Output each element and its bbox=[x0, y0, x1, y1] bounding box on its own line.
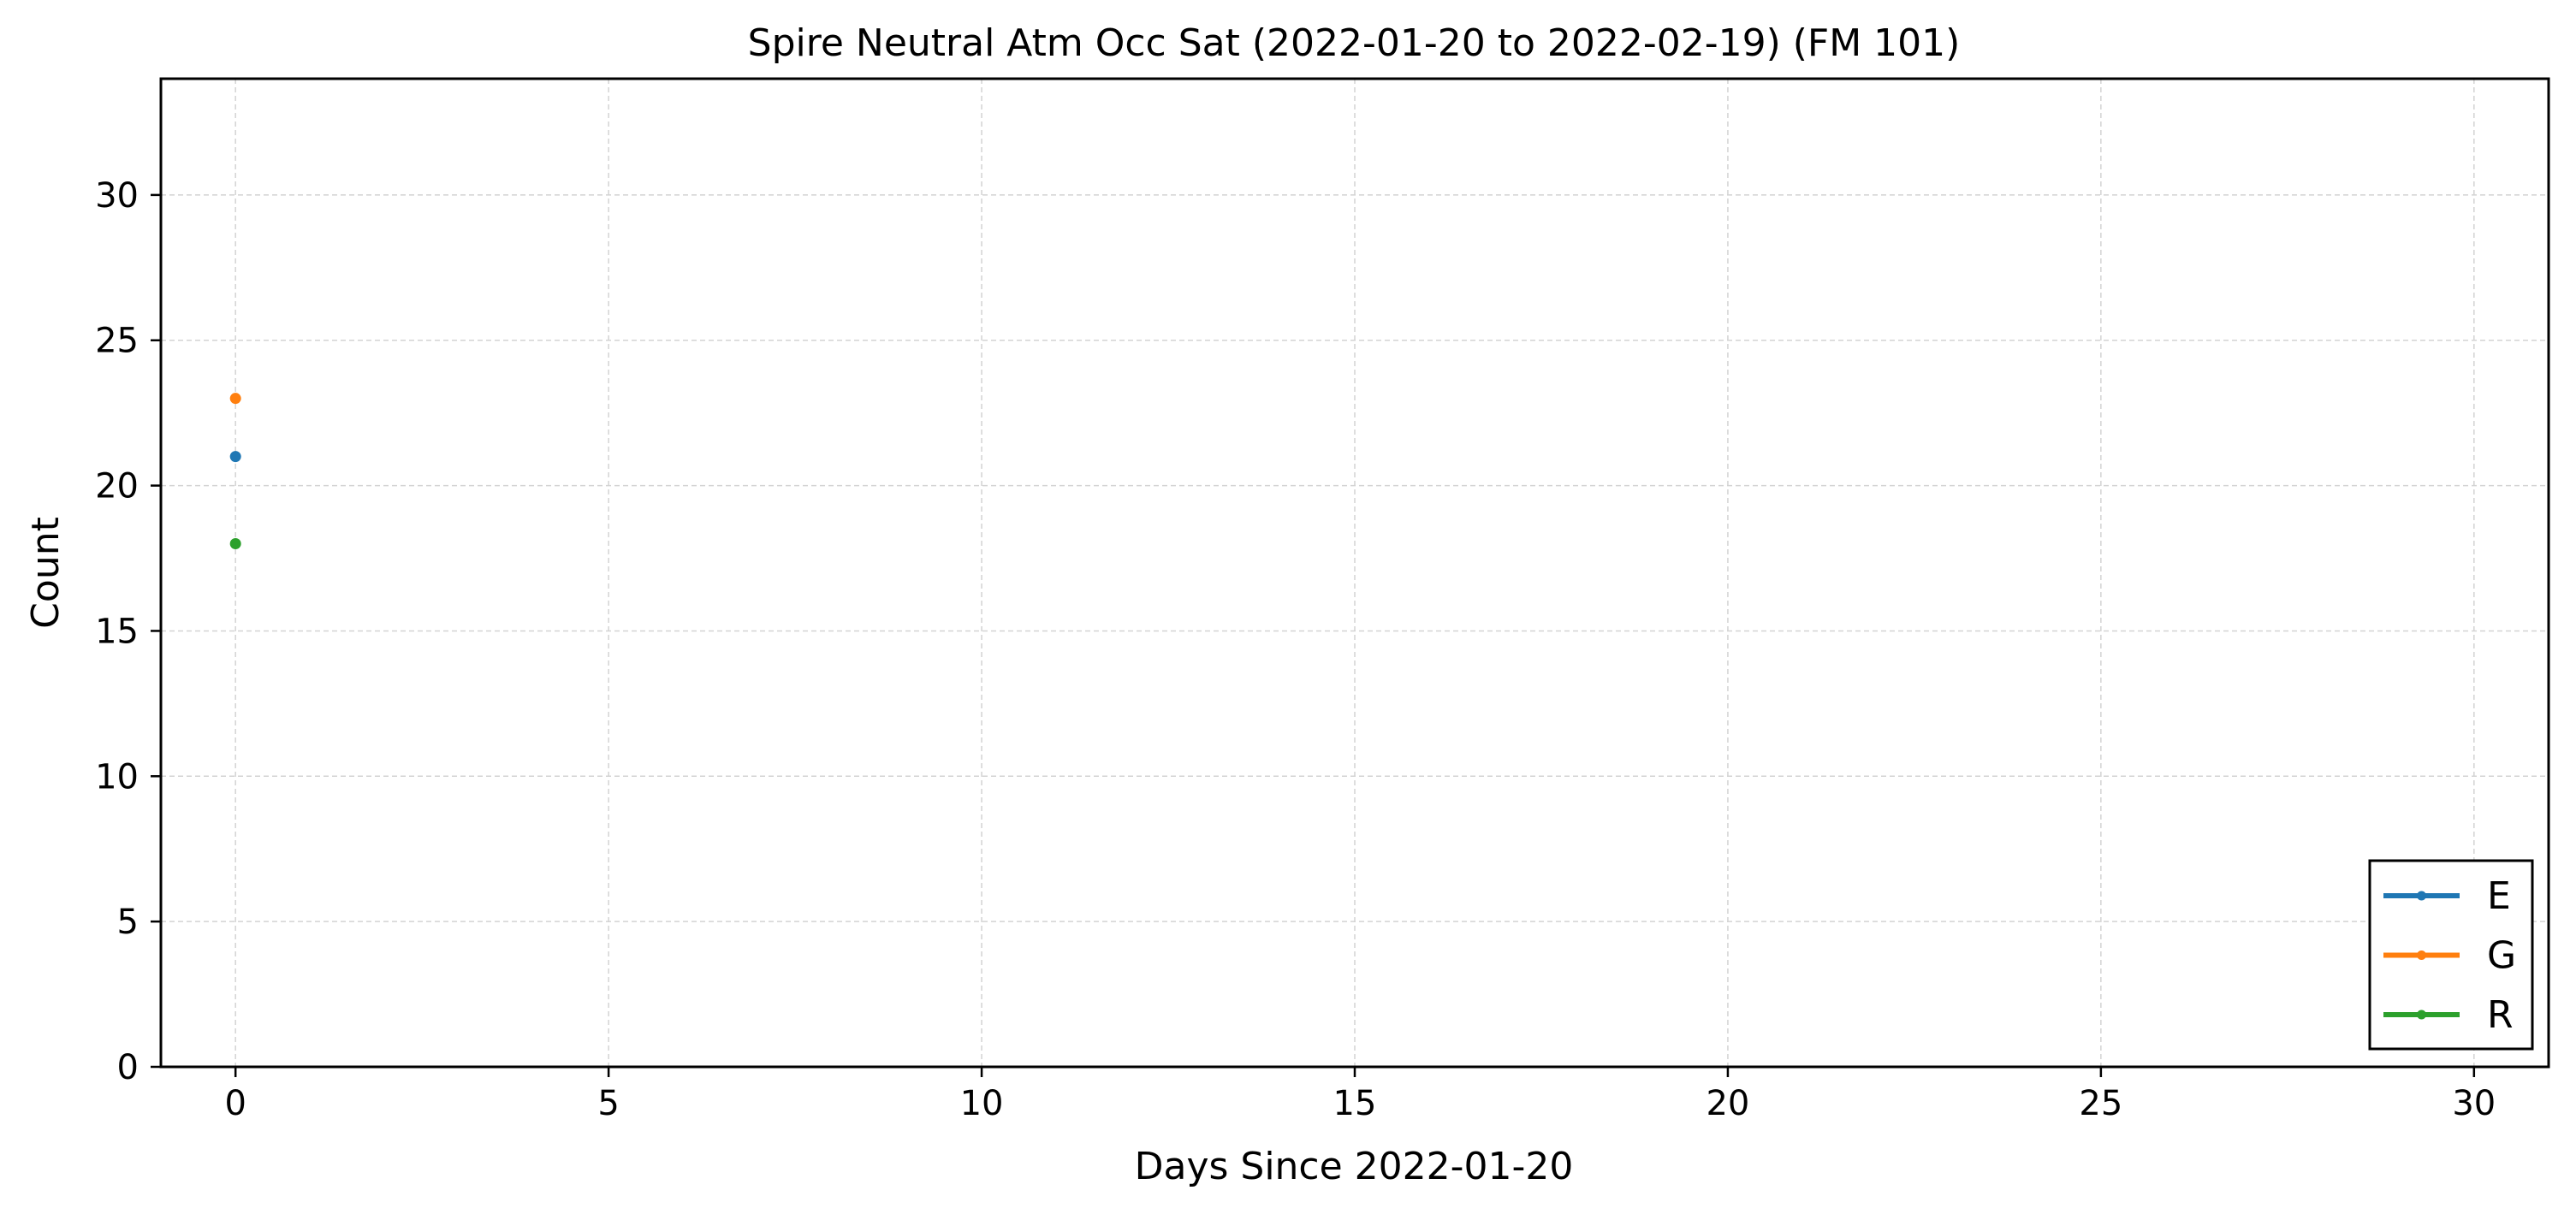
legend-item-e: E bbox=[2383, 874, 2511, 918]
x-tick-label: 30 bbox=[2452, 1084, 2496, 1123]
series-g bbox=[229, 393, 241, 405]
legend-item-r: R bbox=[2383, 993, 2514, 1037]
legend-label-r: R bbox=[2487, 993, 2514, 1037]
y-tick-label: 20 bbox=[95, 467, 139, 506]
data-point-g bbox=[229, 393, 241, 405]
y-tick-label: 0 bbox=[117, 1048, 139, 1087]
legend-label-g: G bbox=[2487, 934, 2516, 978]
data-point-r bbox=[229, 538, 241, 550]
legend: EGR bbox=[2368, 859, 2534, 1051]
y-axis-label: Count bbox=[24, 517, 68, 629]
chart-title: Spire Neutral Atm Occ Sat (2022-01-20 to… bbox=[748, 21, 1961, 65]
y-tick-label: 5 bbox=[117, 903, 139, 942]
series-e bbox=[229, 451, 241, 463]
y-tick-label: 25 bbox=[95, 322, 139, 361]
x-tick-label: 0 bbox=[224, 1084, 246, 1123]
y-tick-label: 15 bbox=[95, 612, 139, 651]
x-axis-label: Days Since 2022-01-20 bbox=[1135, 1145, 1574, 1188]
series-layer bbox=[229, 393, 241, 550]
y-tick-label: 10 bbox=[95, 757, 139, 797]
x-tick-label: 10 bbox=[960, 1084, 1004, 1123]
legend-marker-r bbox=[2417, 1010, 2426, 1020]
series-r bbox=[229, 538, 241, 550]
legend-marker-e bbox=[2417, 891, 2426, 901]
x-tick-label: 25 bbox=[2079, 1084, 2122, 1123]
y-tick-label: 30 bbox=[95, 176, 139, 216]
legend-label-e: E bbox=[2487, 874, 2511, 918]
legend-marker-g bbox=[2417, 950, 2426, 960]
ticks: 0 5 10 15 20 25 30 0 5 10 15 20 25 30 bbox=[95, 176, 2496, 1123]
x-tick-label: 20 bbox=[1706, 1084, 1749, 1123]
x-tick-label: 5 bbox=[597, 1084, 619, 1123]
x-tick-label: 15 bbox=[1333, 1084, 1377, 1123]
legend-item-g: G bbox=[2383, 934, 2516, 978]
data-point-e bbox=[229, 451, 241, 463]
